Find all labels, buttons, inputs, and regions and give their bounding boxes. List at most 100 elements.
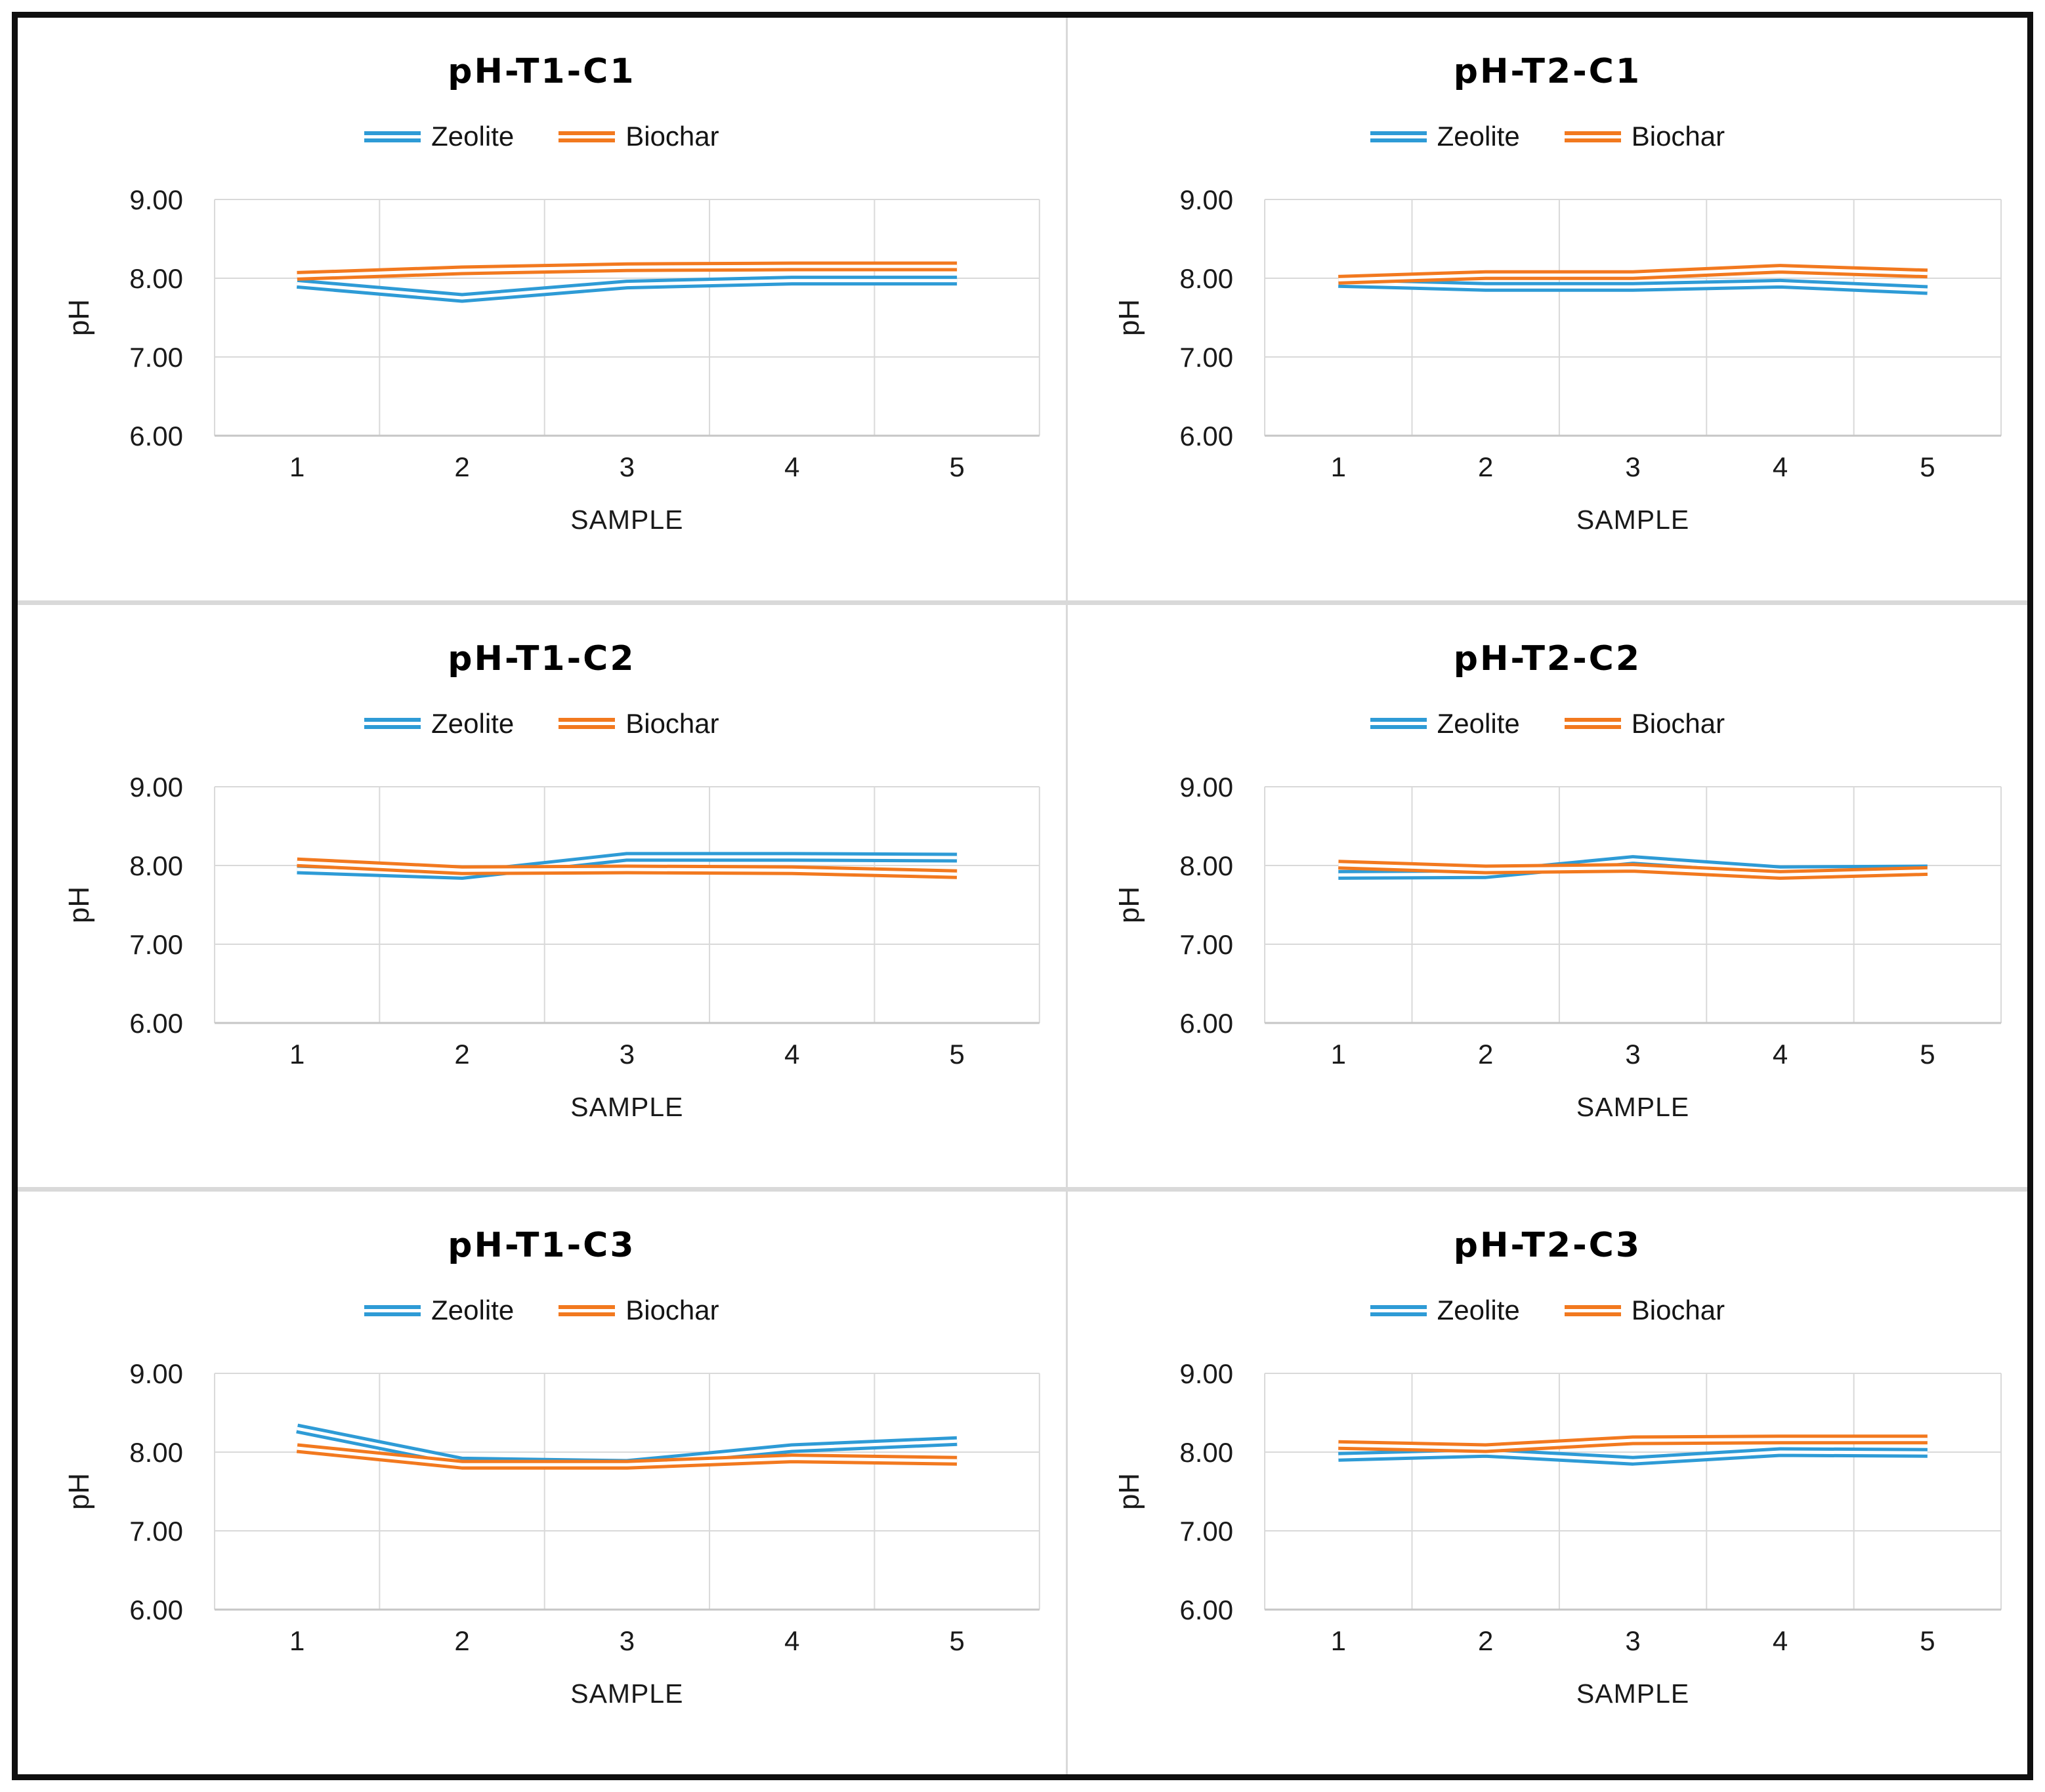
chart-panel-ph-t1-c1: pH-T1-C1 Zeolite Biochar 9.00 8.00 7.00 6.0… xyxy=(18,18,1066,600)
axis-labels: 9.00 8.00 7.00 6.00 1 2 3 4 5 SAMPLE pH xyxy=(1113,1358,1935,1709)
chart-gridlines xyxy=(1263,199,2002,437)
axis-labels: 9.00 8.00 7.00 6.00 1 2 3 4 5 SAMPLE pH xyxy=(63,184,965,535)
chart-legend: Zeolite Biochar xyxy=(18,120,1066,153)
legend-item-biochar: Biochar xyxy=(1564,121,1725,152)
legend-item-biochar: Biochar xyxy=(1564,707,1725,739)
chart-series xyxy=(296,1423,958,1470)
zeolite-line-marker-icon xyxy=(364,718,421,730)
biochar-line-marker-icon xyxy=(1564,131,1621,142)
svg-text:7.00: 7.00 xyxy=(1179,342,1233,373)
legend-label-biochar: Biochar xyxy=(1631,121,1725,152)
chart-panel-ph-t2-c2: pH-T2-C2 Zeolite Biochar 9.00 8.00 7.00 6.0… xyxy=(1067,604,2027,1188)
line-chart-plot: 9.00 8.00 7.00 6.00 1 2 3 4 5 SAMPLE pH xyxy=(63,772,1040,1122)
series-line-core xyxy=(1338,1450,1928,1463)
legend-item-zeolite: Zeolite xyxy=(1370,1297,1520,1324)
svg-text:9.00: 9.00 xyxy=(129,184,183,215)
svg-text:SAMPLE: SAMPLE xyxy=(1576,1678,1689,1709)
svg-text:4: 4 xyxy=(784,1625,799,1656)
svg-text:7.00: 7.00 xyxy=(1179,929,1233,960)
legend-item-zeolite: Zeolite xyxy=(1370,707,1520,739)
zeolite-line-marker-icon xyxy=(364,131,421,142)
svg-text:2: 2 xyxy=(1478,451,1493,482)
legend-item-zeolite: Zeolite xyxy=(1370,123,1520,150)
svg-text:pH: pH xyxy=(1113,886,1145,923)
chart-title: pH-T2-C3 xyxy=(1453,1226,1642,1266)
chart-series xyxy=(297,851,958,880)
svg-text:SAMPLE: SAMPLE xyxy=(1576,505,1689,535)
svg-text:6.00: 6.00 xyxy=(1179,421,1233,451)
axis-labels: 9.00 8.00 7.00 6.00 1 2 3 4 5 SAMPLE pH xyxy=(63,1358,965,1709)
biochar-line-marker-icon xyxy=(559,1304,616,1316)
zeolite-line-marker-icon xyxy=(1370,718,1427,730)
svg-text:8.00: 8.00 xyxy=(129,1437,183,1468)
chart-legend: Zeolite Biochar xyxy=(1068,707,2027,740)
charts-grid-frame: pH-T1-C1 Zeolite Biochar 9.00 8.00 7.00 6.0… xyxy=(12,12,2033,1780)
svg-text:5: 5 xyxy=(1920,451,1935,482)
svg-text:3: 3 xyxy=(1625,451,1640,482)
svg-text:1: 1 xyxy=(1330,1039,1345,1070)
series-line-core xyxy=(1338,267,1928,281)
svg-text:7.00: 7.00 xyxy=(1179,1516,1233,1547)
svg-text:8.00: 8.00 xyxy=(1179,850,1233,881)
series-line-core xyxy=(1338,281,1928,292)
legend-label-zeolite: Zeolite xyxy=(1437,1295,1520,1326)
legend-label-biochar: Biochar xyxy=(1631,1295,1725,1326)
legend-label-biochar: Biochar xyxy=(625,1295,719,1326)
line-chart-plot: 9.00 8.00 7.00 6.00 1 2 3 4 5 SAMPLE pH xyxy=(63,1358,1040,1709)
series-line-core xyxy=(1338,862,1928,877)
svg-text:1: 1 xyxy=(289,1039,305,1070)
legend-label-zeolite: Zeolite xyxy=(431,1295,515,1326)
svg-text:SAMPLE: SAMPLE xyxy=(570,1678,683,1709)
chart-title: pH-T2-C2 xyxy=(1453,638,1642,678)
biochar-line-marker-icon xyxy=(559,131,616,142)
legend-label-biochar: Biochar xyxy=(1631,707,1725,739)
line-chart-plot: 9.00 8.00 7.00 6.00 1 2 3 4 5 SAMPLE pH xyxy=(1113,772,2002,1122)
svg-text:9.00: 9.00 xyxy=(129,772,183,802)
svg-text:4: 4 xyxy=(784,451,799,482)
chart-series xyxy=(1338,264,1928,295)
axis-labels: 9.00 8.00 7.00 6.00 1 2 3 4 5 SAMPLE pH xyxy=(1113,772,1935,1122)
svg-text:5: 5 xyxy=(949,1625,964,1656)
zeolite-line-marker-icon xyxy=(364,1304,421,1316)
svg-text:5: 5 xyxy=(949,451,964,482)
chart-title: pH-T1-C2 xyxy=(448,638,636,678)
zeolite-line-marker-icon xyxy=(1370,1304,1427,1316)
chart-gridlines xyxy=(213,1373,1040,1611)
chart-title: pH-T1-C3 xyxy=(448,1226,636,1266)
svg-text:2: 2 xyxy=(454,1039,469,1070)
svg-text:3: 3 xyxy=(1625,1625,1640,1656)
svg-text:4: 4 xyxy=(1773,451,1788,482)
svg-text:7.00: 7.00 xyxy=(129,1516,183,1547)
chart-gridlines xyxy=(213,785,1040,1024)
svg-text:8.00: 8.00 xyxy=(1179,263,1233,294)
chart-panel-ph-t2-c1: pH-T2-C1 Zeolite Biochar 9.00 8.00 7.00 6.0… xyxy=(1067,18,2027,600)
legend-item-biochar: Biochar xyxy=(559,707,719,739)
svg-text:6.00: 6.00 xyxy=(1179,1008,1233,1039)
svg-text:6.00: 6.00 xyxy=(129,1594,183,1625)
chart-panel-ph-t1-c3: pH-T1-C3 Zeolite Biochar 9.00 8.00 7.00 6.0… xyxy=(18,1192,1066,1774)
svg-text:pH: pH xyxy=(1113,1473,1145,1510)
svg-text:1: 1 xyxy=(289,451,305,482)
legend-item-zeolite: Zeolite xyxy=(364,709,514,738)
svg-text:3: 3 xyxy=(1625,1039,1640,1070)
svg-text:2: 2 xyxy=(1478,1625,1493,1656)
svg-text:8.00: 8.00 xyxy=(129,850,183,881)
svg-text:SAMPLE: SAMPLE xyxy=(570,1092,683,1122)
legend-label-zeolite: Zeolite xyxy=(1437,707,1520,739)
line-chart-plot: 9.00 8.00 7.00 6.00 1 2 3 4 5 SAMPLE pH xyxy=(1113,184,2002,535)
zeolite-line-marker-icon xyxy=(1370,131,1427,142)
svg-text:2: 2 xyxy=(454,1625,469,1656)
svg-text:6.00: 6.00 xyxy=(1179,1594,1233,1625)
svg-text:1: 1 xyxy=(1330,451,1345,482)
svg-text:9.00: 9.00 xyxy=(1179,772,1233,802)
svg-text:pH: pH xyxy=(63,299,95,336)
legend-label-biochar: Biochar xyxy=(625,707,719,739)
svg-text:pH: pH xyxy=(63,1473,95,1510)
series-line-core xyxy=(297,1446,958,1467)
svg-text:3: 3 xyxy=(620,1625,635,1656)
svg-text:6.00: 6.00 xyxy=(129,1008,183,1039)
svg-text:2: 2 xyxy=(454,451,469,482)
chart-legend: Zeolite Biochar xyxy=(18,1294,1066,1327)
svg-text:8.00: 8.00 xyxy=(129,263,183,294)
svg-text:7.00: 7.00 xyxy=(129,342,183,373)
